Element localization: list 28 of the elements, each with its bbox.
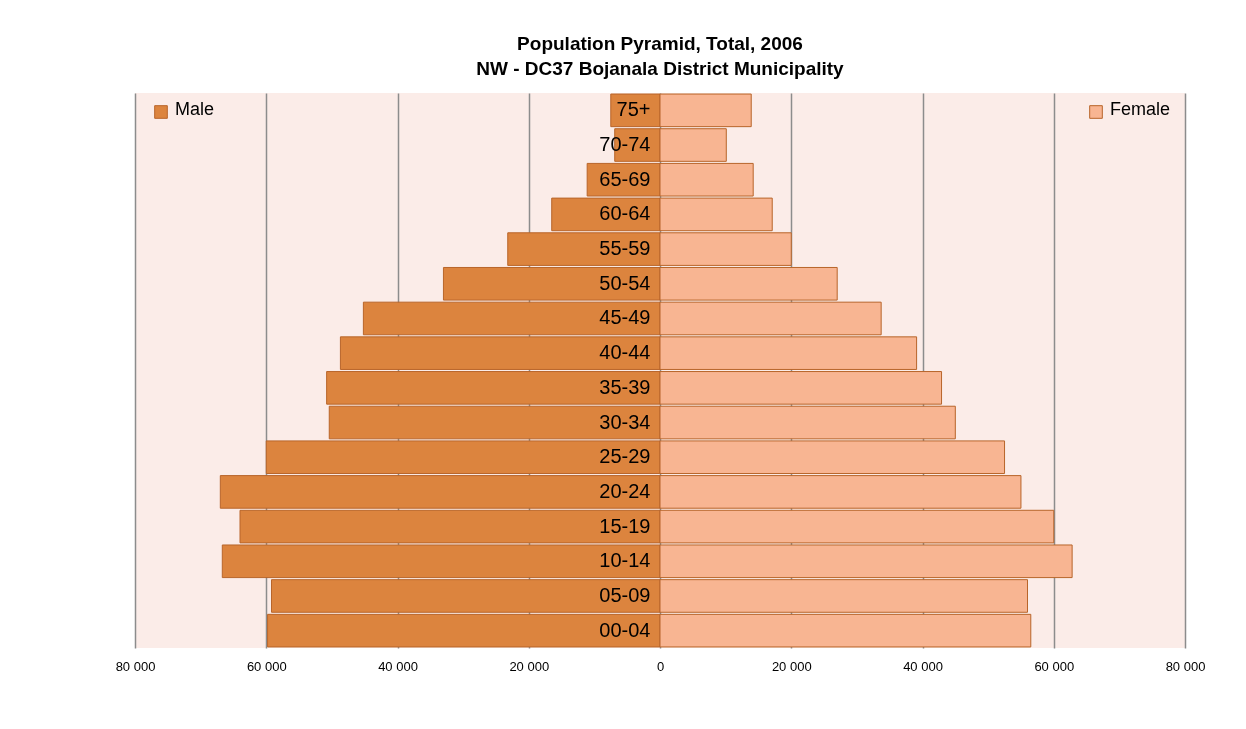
legend-label: Female (1110, 99, 1171, 119)
x-tick-label: 20 000 (509, 658, 550, 674)
y-tick-label: 55-59 (599, 237, 651, 260)
y-tick-label: 35-39 (599, 375, 651, 398)
chart-subtitle: NW - DC37 Bojanala District Municipality (476, 58, 845, 79)
x-tick-label: 60 000 (246, 658, 287, 674)
y-tick-label: 15-19 (599, 514, 651, 537)
y-tick-label: 45-49 (599, 306, 651, 329)
y-tick-label: 25-29 (599, 445, 651, 468)
x-tick-label: 40 000 (378, 658, 418, 674)
y-tick-label: 30-34 (599, 410, 651, 433)
y-tick-label: 75+ (616, 98, 651, 121)
y-tick-label: 65-69 (599, 167, 651, 190)
x-tick-label: 60 000 (1034, 658, 1075, 674)
y-tick-label: 10-14 (599, 549, 651, 572)
y-tick-label: 40-44 (599, 341, 651, 364)
y-tick-label: 05-09 (599, 583, 651, 606)
x-tick-label: 80 000 (1165, 658, 1206, 674)
x-tick-label: 40 000 (903, 658, 943, 674)
y-tick-label: 20-24 (599, 479, 651, 502)
y-tick-label: 60-64 (599, 202, 651, 225)
x-tick-label: 0 (656, 658, 665, 674)
legend-label: Male (175, 99, 215, 119)
x-tick-label: 20 000 (771, 658, 812, 674)
y-tick-label: 50-54 (599, 271, 651, 294)
x-tick-label: 80 000 (115, 658, 156, 674)
chart-title: Population Pyramid, Total, 2006 (517, 33, 803, 54)
y-tick-label: 00-04 (599, 618, 651, 641)
